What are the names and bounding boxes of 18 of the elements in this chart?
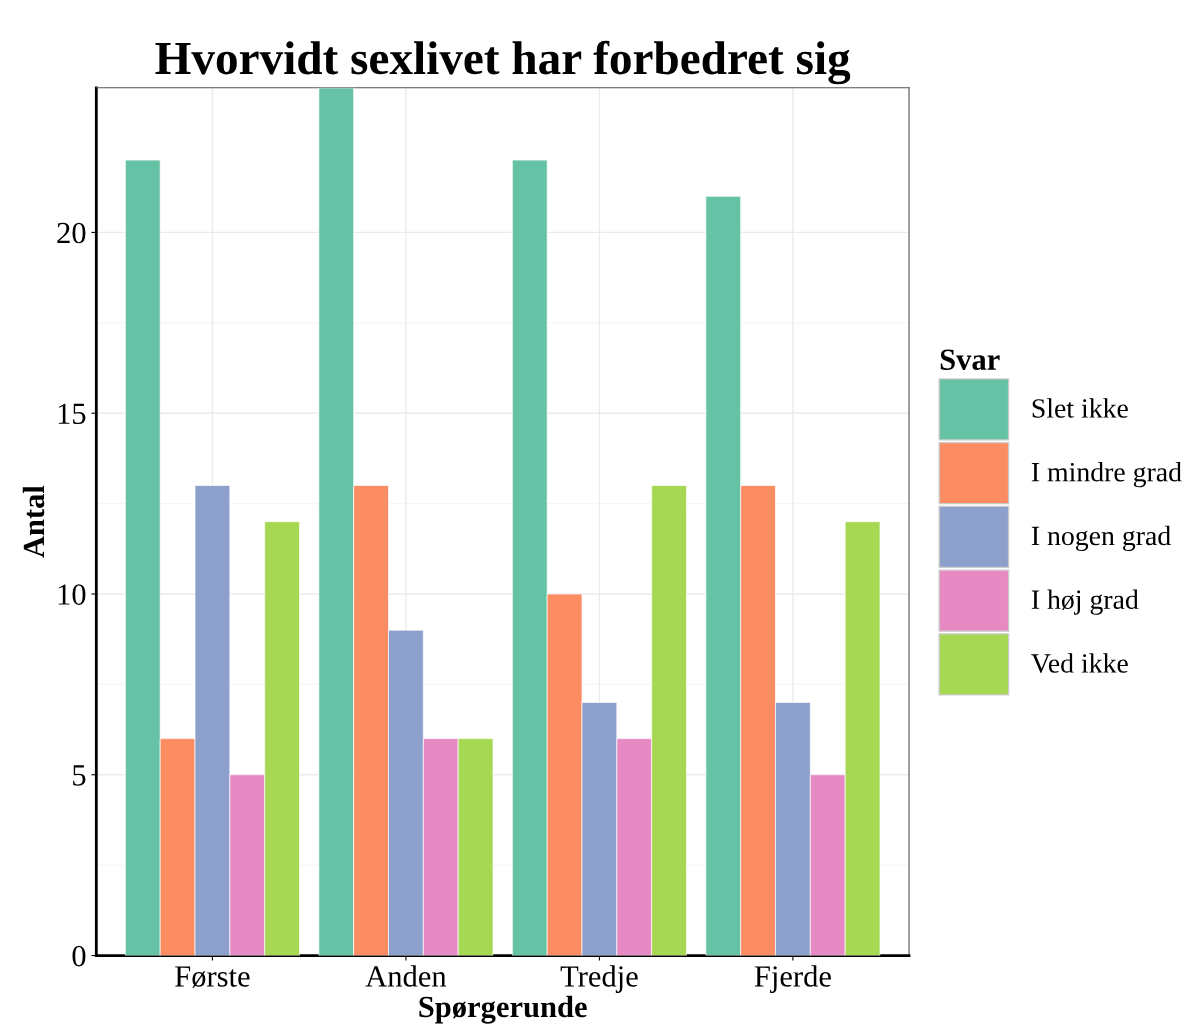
y-tick-label: 0 <box>72 945 86 967</box>
y-tick-label: 15 <box>58 403 86 425</box>
x-axis-title: Spørgerunde <box>419 995 587 1024</box>
y-tick-label: 10 <box>58 584 86 605</box>
legend-label: I høj grad <box>1031 589 1139 615</box>
y-tick-label: 20 <box>57 222 86 244</box>
y-axis-title: Antal <box>22 485 45 558</box>
x-tick-label: Første <box>175 966 250 988</box>
x-tick-label: Fjerde <box>754 965 831 993</box>
chart-title: Hvorvidt sexlivet har forbedret sig <box>155 40 851 85</box>
x-tick-label: Anden <box>365 965 447 987</box>
legend-title: Svar <box>940 349 1000 370</box>
legend-label: Slet ikke <box>1032 398 1128 418</box>
y-tick-label: 5 <box>73 765 86 786</box>
legend-label: I mindre grad <box>1031 462 1182 488</box>
legend-label: I nogen grad <box>1031 525 1171 552</box>
x-tick-label: Tredje <box>560 965 638 993</box>
legend-label: Ved ikke <box>1031 653 1128 673</box>
